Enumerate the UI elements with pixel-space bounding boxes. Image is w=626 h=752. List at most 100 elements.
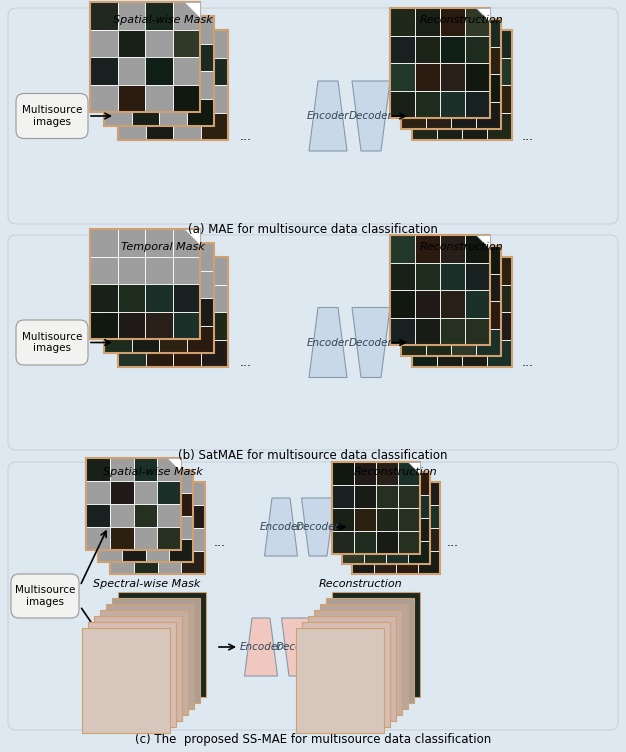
Polygon shape [187, 243, 214, 271]
Polygon shape [121, 539, 145, 562]
Polygon shape [158, 551, 182, 574]
Polygon shape [364, 495, 386, 518]
FancyBboxPatch shape [332, 592, 419, 697]
Polygon shape [462, 113, 487, 140]
Polygon shape [145, 85, 173, 113]
Text: Multisource
images: Multisource images [15, 585, 75, 607]
Polygon shape [110, 505, 134, 528]
Polygon shape [159, 71, 187, 99]
Polygon shape [401, 274, 426, 301]
Polygon shape [462, 312, 487, 339]
Text: Multisource
images: Multisource images [22, 332, 82, 353]
Polygon shape [476, 19, 501, 47]
Polygon shape [462, 57, 487, 85]
FancyBboxPatch shape [319, 604, 408, 709]
Polygon shape [451, 19, 476, 47]
Text: (b) SatMAE for multisource data classification: (b) SatMAE for multisource data classifi… [178, 448, 448, 462]
Polygon shape [86, 504, 110, 527]
Polygon shape [440, 317, 465, 345]
Polygon shape [131, 44, 159, 71]
Polygon shape [352, 528, 374, 551]
Polygon shape [401, 47, 426, 74]
Polygon shape [426, 102, 451, 129]
Polygon shape [396, 551, 418, 574]
Polygon shape [415, 317, 440, 345]
Polygon shape [104, 71, 131, 99]
Text: Decoder: Decoder [296, 522, 340, 532]
Polygon shape [118, 85, 145, 113]
Polygon shape [121, 493, 145, 516]
Polygon shape [104, 243, 131, 271]
Polygon shape [118, 229, 145, 256]
Polygon shape [169, 539, 193, 562]
Polygon shape [157, 504, 181, 527]
Polygon shape [157, 527, 181, 550]
Polygon shape [134, 528, 158, 551]
Polygon shape [98, 493, 121, 516]
Polygon shape [354, 485, 376, 508]
Polygon shape [332, 508, 354, 531]
Polygon shape [374, 482, 396, 505]
Polygon shape [282, 618, 314, 676]
Polygon shape [415, 63, 440, 90]
Polygon shape [169, 516, 193, 539]
Polygon shape [437, 30, 462, 57]
Polygon shape [412, 339, 437, 367]
Polygon shape [451, 329, 476, 356]
Polygon shape [131, 71, 159, 99]
Polygon shape [200, 257, 228, 284]
Polygon shape [476, 246, 501, 274]
Polygon shape [104, 271, 131, 298]
Polygon shape [118, 256, 145, 284]
Polygon shape [110, 504, 133, 527]
Polygon shape [90, 84, 118, 112]
Polygon shape [415, 235, 440, 262]
Polygon shape [121, 470, 145, 493]
Polygon shape [401, 329, 426, 356]
Polygon shape [374, 505, 396, 528]
Polygon shape [187, 298, 214, 326]
Polygon shape [440, 63, 465, 90]
Polygon shape [418, 482, 439, 505]
Polygon shape [352, 308, 390, 378]
Polygon shape [465, 90, 490, 118]
Polygon shape [426, 301, 451, 329]
Polygon shape [110, 528, 134, 551]
Polygon shape [158, 505, 182, 528]
Polygon shape [352, 505, 374, 528]
Polygon shape [451, 246, 476, 274]
Text: Spatial-wise Mask: Spatial-wise Mask [113, 15, 213, 25]
Polygon shape [390, 317, 415, 345]
Polygon shape [412, 284, 437, 312]
Text: Reconstruction: Reconstruction [420, 15, 504, 25]
Polygon shape [157, 481, 181, 504]
Polygon shape [476, 102, 501, 129]
Polygon shape [386, 472, 408, 495]
Polygon shape [90, 311, 118, 339]
Polygon shape [200, 30, 228, 57]
FancyBboxPatch shape [106, 604, 194, 709]
FancyBboxPatch shape [100, 610, 188, 715]
Polygon shape [133, 481, 157, 504]
Polygon shape [173, 256, 200, 284]
Polygon shape [408, 518, 429, 541]
Polygon shape [462, 30, 487, 57]
Polygon shape [390, 290, 415, 317]
Polygon shape [86, 458, 110, 481]
Text: ...: ... [522, 356, 534, 369]
Polygon shape [145, 113, 173, 140]
Polygon shape [131, 243, 159, 271]
Polygon shape [86, 481, 110, 504]
FancyBboxPatch shape [8, 8, 618, 224]
Polygon shape [401, 246, 426, 274]
Polygon shape [386, 518, 408, 541]
Polygon shape [187, 326, 214, 353]
Polygon shape [158, 528, 182, 551]
Polygon shape [412, 257, 437, 284]
FancyBboxPatch shape [118, 592, 206, 697]
Polygon shape [412, 113, 437, 140]
Polygon shape [131, 99, 159, 126]
Polygon shape [401, 301, 426, 329]
Text: (c) The  proposed SS-MAE for multisource data classification: (c) The proposed SS-MAE for multisource … [135, 733, 491, 747]
Polygon shape [200, 339, 228, 367]
